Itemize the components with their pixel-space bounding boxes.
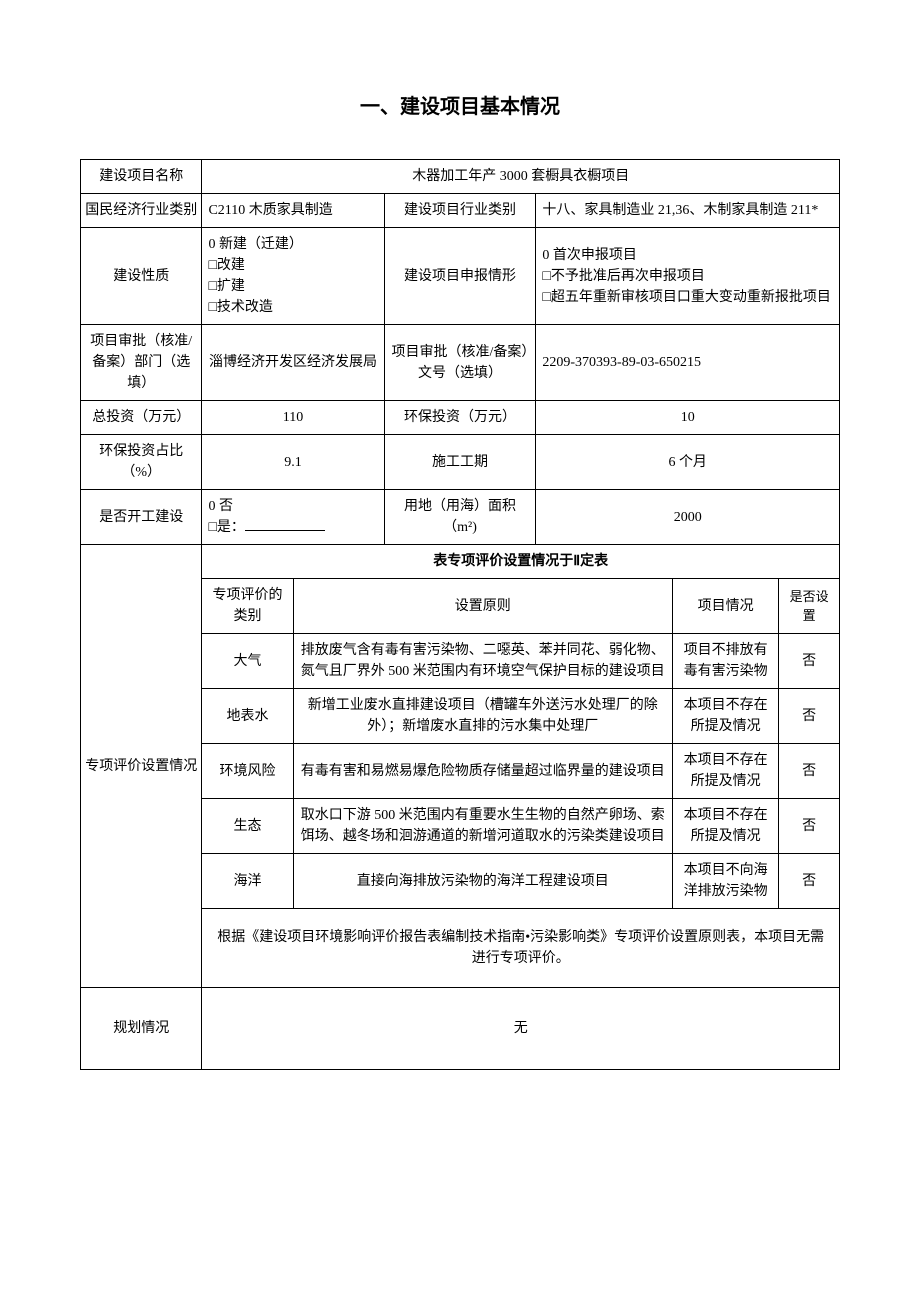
option-text: □超五年重新审核项目口重大变动重新报批项目	[542, 287, 835, 308]
label-cell: 建设项目申报情形	[384, 228, 536, 325]
value-cell: 6 个月	[536, 435, 840, 490]
value-cell: 有毒有害和易燃易爆危险物质存储量超过临界量的建设项目	[293, 744, 672, 799]
label-cell: 专项评价设置情况	[81, 545, 202, 988]
label-cell: 建设项目行业类别	[384, 194, 536, 228]
option-text: 0 新建（迁建）	[208, 234, 379, 255]
col-header: 是否设置	[779, 579, 840, 634]
label-cell: 规划情况	[81, 988, 202, 1070]
option-text: □改建	[208, 255, 379, 276]
value-cell: 2000	[536, 490, 840, 545]
col-header: 专项评价的类别	[202, 579, 293, 634]
label-cell: 施工工期	[384, 435, 536, 490]
sub-header: 表专项评价设置情况于Ⅱ定表	[202, 545, 840, 579]
label-cell: 建设项目名称	[81, 160, 202, 194]
value-cell: 本项目不存在所提及情况	[673, 689, 779, 744]
table-row: 建设项目名称 木器加工年产 3000 套橱具衣橱项目	[81, 160, 840, 194]
project-info-table: 建设项目名称 木器加工年产 3000 套橱具衣橱项目 国民经济行业类别 C211…	[80, 159, 840, 1070]
col-header: 项目情况	[673, 579, 779, 634]
value-cell: 本项目不存在所提及情况	[673, 799, 779, 854]
table-row: 规划情况 无	[81, 988, 840, 1070]
table-row: 国民经济行业类别 C2110 木质家具制造 建设项目行业类别 十八、家具制造业 …	[81, 194, 840, 228]
option-text: □不予批准后再次申报项目	[542, 266, 835, 287]
table-row: 专项评价设置情况 表专项评价设置情况于Ⅱ定表	[81, 545, 840, 579]
col-header: 设置原则	[293, 579, 672, 634]
value-cell: 木器加工年产 3000 套橱具衣橱项目	[202, 160, 840, 194]
label-cell: 环保投资占比（%）	[81, 435, 202, 490]
label-cell: 总投资（万元）	[81, 401, 202, 435]
value-cell: 环境风险	[202, 744, 293, 799]
table-row: 建设性质 0 新建（迁建） □改建 □扩建 □技术改造 建设项目申报情形 0 首…	[81, 228, 840, 325]
label-cell: 国民经济行业类别	[81, 194, 202, 228]
label-cell: 是否开工建设	[81, 490, 202, 545]
value-cell: 地表水	[202, 689, 293, 744]
table-row: 环保投资占比（%） 9.1 施工工期 6 个月	[81, 435, 840, 490]
value-cell: 直接向海排放污染物的海洋工程建设项目	[293, 854, 672, 909]
table-row: 总投资（万元） 110 环保投资（万元） 10	[81, 401, 840, 435]
value-cell: C2110 木质家具制造	[202, 194, 384, 228]
value-cell: 取水口下游 500 米范围内有重要水生生物的自然产卵场、索饵场、越冬场和洄游通道…	[293, 799, 672, 854]
value-cell: 110	[202, 401, 384, 435]
value-cell: 0 否 □是：	[202, 490, 384, 545]
value-cell: 排放废气含有毒有害污染物、二噁英、苯并同花、弱化物、氮气且厂界外 500 米范围…	[293, 634, 672, 689]
value-cell: 本项目不向海洋排放污染物	[673, 854, 779, 909]
note-cell: 根据《建设项目环境影响评价报告表编制技术指南•污染影响类》专项评价设置原则表，本…	[202, 909, 840, 988]
value-cell: 生态	[202, 799, 293, 854]
value-cell: 否	[779, 634, 840, 689]
value-cell: 2209-370393-89-03-650215	[536, 325, 840, 401]
value-cell: 否	[779, 854, 840, 909]
label-cell: 环保投资（万元）	[384, 401, 536, 435]
table-row: 项目审批（核准/备案）部门（选填） 淄博经济开发区经济发展局 项目审批（核准/备…	[81, 325, 840, 401]
value-cell: 0 新建（迁建） □改建 □扩建 □技术改造	[202, 228, 384, 325]
value-cell: 大气	[202, 634, 293, 689]
table-row: 是否开工建设 0 否 □是： 用地（用海）面积（m²) 2000	[81, 490, 840, 545]
value-cell: 新增工业废水直排建设项目（槽罐车外送污水处理厂的除外）；新增废水直排的污水集中处…	[293, 689, 672, 744]
value-cell: 项目不排放有毒有害污染物	[673, 634, 779, 689]
option-text: 0 首次申报项目	[542, 245, 835, 266]
value-cell: 9.1	[202, 435, 384, 490]
value-cell: 海洋	[202, 854, 293, 909]
option-text: □技术改造	[208, 297, 379, 318]
value-cell: 否	[779, 744, 840, 799]
value-cell: 否	[779, 689, 840, 744]
label-cell: 建设性质	[81, 228, 202, 325]
value-cell: 淄博经济开发区经济发展局	[202, 325, 384, 401]
page-title: 一、建设项目基本情况	[80, 90, 840, 119]
label-cell: 项目审批（核准/备案）部门（选填）	[81, 325, 202, 401]
option-text: □扩建	[208, 276, 379, 297]
value-cell: 十八、家具制造业 21,36、木制家具制造 211*	[536, 194, 840, 228]
value-cell: 0 首次申报项目 □不予批准后再次申报项目 □超五年重新审核项目口重大变动重新报…	[536, 228, 840, 325]
label-cell: 项目审批（核准/备案）文号（选填）	[384, 325, 536, 401]
option-text: □是：	[208, 517, 379, 538]
option-text: 0 否	[208, 496, 379, 517]
value-cell: 无	[202, 988, 840, 1070]
label-cell: 用地（用海）面积（m²)	[384, 490, 536, 545]
value-cell: 本项目不存在所提及情况	[673, 744, 779, 799]
value-cell: 否	[779, 799, 840, 854]
value-cell: 10	[536, 401, 840, 435]
